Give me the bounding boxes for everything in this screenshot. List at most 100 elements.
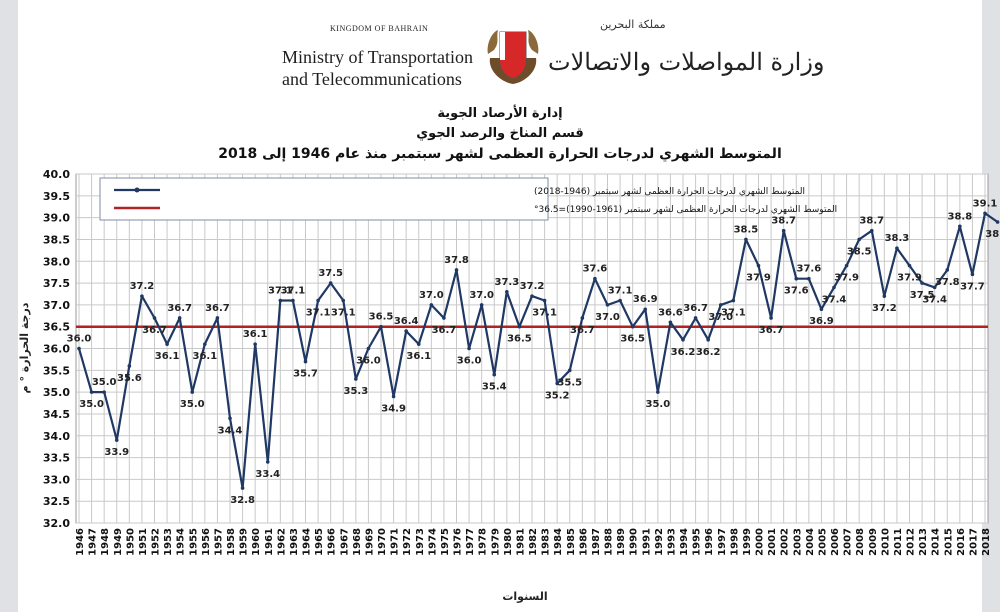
data-point bbox=[756, 263, 761, 268]
x-tick-label: 2011 bbox=[893, 528, 904, 556]
y-tick-label: 37.0 bbox=[43, 299, 70, 312]
x-tick-label: 1955 bbox=[188, 528, 199, 556]
data-label: 36.6 bbox=[658, 307, 683, 318]
data-point bbox=[731, 298, 736, 303]
y-tick-label: 36.0 bbox=[43, 343, 70, 356]
data-label: 36.5 bbox=[369, 312, 394, 323]
x-tick-label: 1960 bbox=[251, 528, 262, 556]
data-label: 37.8 bbox=[935, 277, 960, 288]
data-label: 36.7 bbox=[683, 303, 708, 314]
data-label: 34.9 bbox=[381, 403, 406, 414]
x-tick-label: 2003 bbox=[792, 528, 803, 556]
data-point bbox=[89, 390, 94, 394]
data-label: 36.2 bbox=[696, 347, 721, 358]
data-label: 36.7 bbox=[142, 325, 167, 336]
data-point bbox=[228, 416, 232, 421]
x-tick-label: 1970 bbox=[377, 528, 388, 556]
x-tick-label: 2000 bbox=[755, 528, 766, 556]
x-tick-label: 1963 bbox=[289, 528, 300, 556]
data-label: 36.0 bbox=[67, 334, 92, 345]
x-tick-label: 2012 bbox=[906, 528, 917, 556]
data-label: 37.3 bbox=[494, 277, 519, 288]
data-point bbox=[580, 316, 585, 320]
x-tick-label: 1985 bbox=[566, 528, 577, 556]
legend-series-label: المتوسط الشهري لدرجات الحرارة العظمى لشه… bbox=[534, 187, 805, 197]
x-tick-label: 2016 bbox=[956, 528, 967, 556]
x-tick-label: 1959 bbox=[239, 528, 250, 556]
x-tick-label: 1987 bbox=[591, 528, 602, 556]
x-tick-label: 1956 bbox=[201, 528, 212, 556]
data-label: 33.9 bbox=[104, 447, 129, 458]
y-tick-label: 38.0 bbox=[43, 255, 70, 268]
title-department: إدارة الأرصاد الجوية bbox=[437, 106, 563, 121]
data-point bbox=[932, 285, 937, 290]
data-label: 36.1 bbox=[155, 351, 180, 362]
x-tick-label: 1991 bbox=[641, 528, 652, 556]
data-point bbox=[832, 285, 836, 290]
data-point bbox=[341, 298, 346, 303]
data-label: 35.2 bbox=[545, 390, 570, 401]
data-point bbox=[140, 294, 144, 298]
data-point bbox=[995, 220, 1000, 224]
data-point bbox=[530, 294, 534, 298]
x-tick-label: 1967 bbox=[339, 528, 350, 556]
data-label: 35.0 bbox=[180, 399, 205, 410]
header: KINGDOM OF BAHRAIN Ministry of Transport… bbox=[0, 0, 1000, 95]
data-label: 35.0 bbox=[92, 377, 117, 388]
chart-title: المتوسط الشهري لدرجات الحرارة العظمى لشه… bbox=[218, 146, 782, 162]
data-label: 37.0 bbox=[595, 312, 620, 323]
data-label: 34.4 bbox=[218, 425, 243, 436]
data-point bbox=[593, 276, 597, 281]
data-point bbox=[706, 337, 710, 342]
y-tick-label: 38.5 bbox=[43, 233, 70, 246]
x-tick-label: 1993 bbox=[666, 528, 677, 556]
data-label: 36.7 bbox=[432, 325, 457, 336]
data-point bbox=[492, 372, 497, 377]
data-point bbox=[467, 346, 471, 351]
x-tick-label: 1980 bbox=[503, 528, 514, 556]
chart-titles: إدارة الأرصاد الجوية قسم المناخ والرصد ا… bbox=[0, 104, 1000, 164]
y-tick-label: 35.0 bbox=[43, 386, 70, 399]
data-label: 37.1 bbox=[331, 308, 356, 319]
data-point bbox=[505, 289, 509, 294]
data-label: 35.5 bbox=[557, 377, 582, 388]
data-label: 36.0 bbox=[457, 356, 482, 367]
x-tick-label: 2008 bbox=[855, 528, 866, 556]
x-tick-label: 1965 bbox=[314, 528, 325, 556]
x-tick-label: 1953 bbox=[163, 528, 174, 556]
x-tick-label: 1949 bbox=[113, 528, 124, 556]
data-label: 37.9 bbox=[834, 273, 859, 284]
ministry-en-line2: and Telecommunications bbox=[282, 69, 462, 89]
data-point bbox=[391, 394, 396, 399]
x-tick-label: 2007 bbox=[843, 528, 854, 556]
data-point bbox=[744, 237, 748, 242]
data-label: 37.4 bbox=[822, 294, 847, 305]
data-point bbox=[240, 486, 245, 490]
data-point bbox=[278, 298, 283, 303]
data-label: 37.1 bbox=[306, 308, 331, 319]
data-label: 37.0 bbox=[419, 290, 444, 301]
data-point bbox=[517, 324, 522, 329]
data-point bbox=[542, 298, 547, 303]
y-tick-label: 39.0 bbox=[43, 212, 70, 225]
data-point bbox=[895, 246, 899, 250]
data-point bbox=[983, 211, 987, 216]
x-tick-label: 1995 bbox=[692, 528, 703, 556]
x-tick-label: 2014 bbox=[931, 528, 942, 556]
y-tick-label: 33.5 bbox=[43, 452, 70, 465]
bahrain-emblem-icon bbox=[487, 30, 539, 84]
data-label: 36.7 bbox=[759, 325, 784, 336]
data-label: 37.5 bbox=[318, 268, 343, 279]
left-border bbox=[0, 0, 18, 612]
axes: 32.032.533.033.534.034.535.035.536.036.5… bbox=[43, 168, 992, 556]
data-label: 35.0 bbox=[645, 399, 670, 410]
x-tick-label: 2009 bbox=[868, 528, 879, 556]
data-label: 35.6 bbox=[117, 373, 142, 384]
x-tick-label: 2006 bbox=[830, 528, 841, 556]
data-label: 35.0 bbox=[79, 399, 104, 410]
data-label: 35.3 bbox=[343, 386, 368, 397]
x-tick-label: 1988 bbox=[604, 528, 615, 556]
x-tick-label: 1990 bbox=[629, 528, 640, 556]
